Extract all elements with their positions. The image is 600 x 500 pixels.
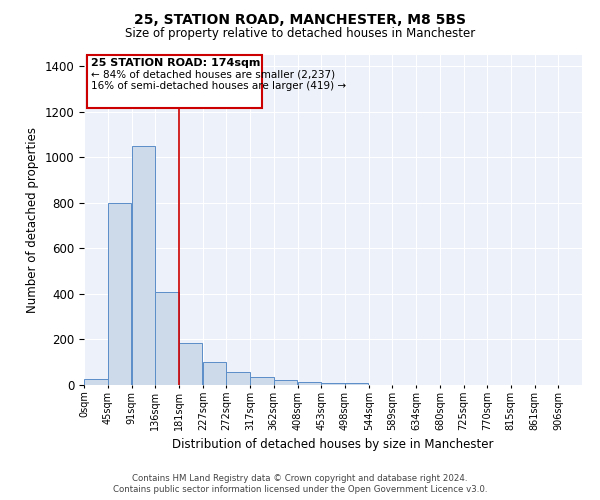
X-axis label: Distribution of detached houses by size in Manchester: Distribution of detached houses by size … xyxy=(172,438,494,452)
Bar xyxy=(274,380,297,385)
Bar xyxy=(179,343,202,385)
Bar xyxy=(107,203,131,385)
FancyBboxPatch shape xyxy=(86,55,262,108)
Text: 25, STATION ROAD, MANCHESTER, M8 5BS: 25, STATION ROAD, MANCHESTER, M8 5BS xyxy=(134,12,466,26)
Bar xyxy=(203,362,226,385)
Bar xyxy=(345,382,368,385)
Bar xyxy=(226,372,250,385)
Text: 16% of semi-detached houses are larger (419) →: 16% of semi-detached houses are larger (… xyxy=(91,80,346,90)
Bar xyxy=(321,382,345,385)
Text: Size of property relative to detached houses in Manchester: Size of property relative to detached ho… xyxy=(125,28,475,40)
Text: ← 84% of detached houses are smaller (2,237): ← 84% of detached houses are smaller (2,… xyxy=(91,70,335,80)
Bar xyxy=(155,292,179,385)
Y-axis label: Number of detached properties: Number of detached properties xyxy=(26,127,39,313)
Bar xyxy=(250,377,274,385)
Bar xyxy=(298,382,321,385)
Text: Contains HM Land Registry data © Crown copyright and database right 2024.
Contai: Contains HM Land Registry data © Crown c… xyxy=(113,474,487,494)
Text: 25 STATION ROAD: 174sqm: 25 STATION ROAD: 174sqm xyxy=(91,58,260,68)
Bar xyxy=(84,380,107,385)
Bar xyxy=(131,146,155,385)
